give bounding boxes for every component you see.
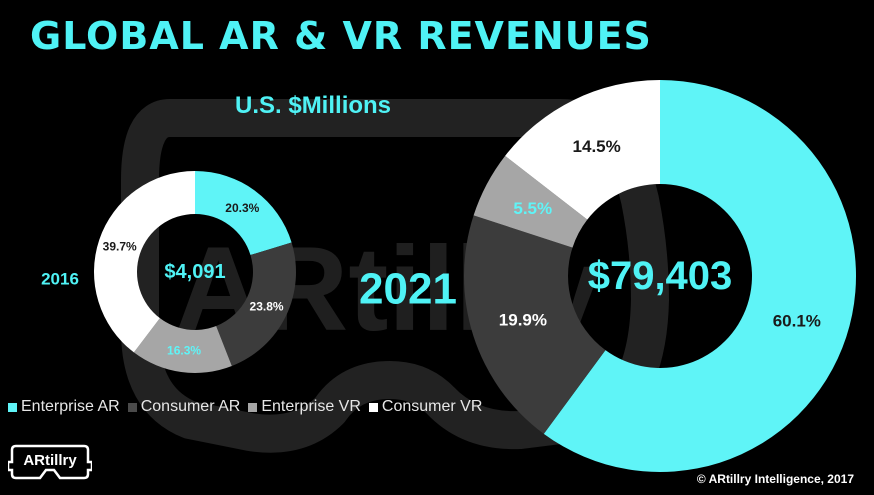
year-label-2016: 2016 [41,270,79,289]
copyright-text: © ARtillry Intelligence, 2017 [696,472,854,486]
slice-2021-enterprise-vr [473,155,588,248]
slice-2021-enterprise-ar [543,80,857,473]
legend-item-enterprise-vr: Enterprise VR [248,398,361,416]
legend-item-consumer-ar: Consumer AR [127,398,241,416]
slice-label-2016-consumer-vr: 39.7% [103,240,137,254]
logo-text: ARtillry [23,451,77,469]
slice-label-2021-consumer-vr: 14.5% [573,137,621,156]
legend-swatch-consumer-ar [127,402,137,412]
center-total-2016: $4,091 [164,261,225,283]
legend-item-enterprise-ar: Enterprise AR [8,398,120,416]
slice-2016-enterprise-ar [195,171,292,256]
slice-label-2016-enterprise-ar: 20.3% [225,201,259,215]
legend-swatch-consumer-vr [368,402,378,412]
slice-2016-consumer-vr [94,171,195,353]
legend-label: Consumer AR [140,398,241,415]
slice-label-2016-enterprise-vr: 16.3% [167,344,201,358]
chart-subtitle: U.S. $Millions [235,92,392,119]
slice-2021-consumer-vr [505,80,660,220]
center-total-2021: $79,403 [588,254,733,298]
legend-label: Consumer VR [381,398,483,415]
slice-2016-consumer-ar [216,242,297,367]
legend-swatch-enterprise-vr [248,402,258,412]
legend-label: Enterprise VR [261,398,361,415]
year-label-2021: 2021 [359,265,457,314]
slice-label-2021-enterprise-vr: 5.5% [513,199,552,218]
legend-item-consumer-vr: Consumer VR [368,398,483,416]
legend: Enterprise AR Consumer AR Enterprise VR … [8,398,482,416]
artillry-logo: ARtillry [6,440,94,480]
slice-label-2021-consumer-ar: 19.9% [499,311,547,330]
slice-2021-consumer-ar [463,215,606,434]
slice-label-2021-enterprise-ar: 60.1% [773,311,821,330]
legend-swatch-enterprise-ar [8,402,17,412]
page-title: GLOBAL AR & VR REVENUES [30,14,652,58]
headset-logo-icon [6,444,94,480]
legend-label: Enterprise AR [21,398,120,415]
slice-2016-enterprise-vr [133,318,232,374]
slice-label-2016-consumer-ar: 23.8% [250,300,284,314]
